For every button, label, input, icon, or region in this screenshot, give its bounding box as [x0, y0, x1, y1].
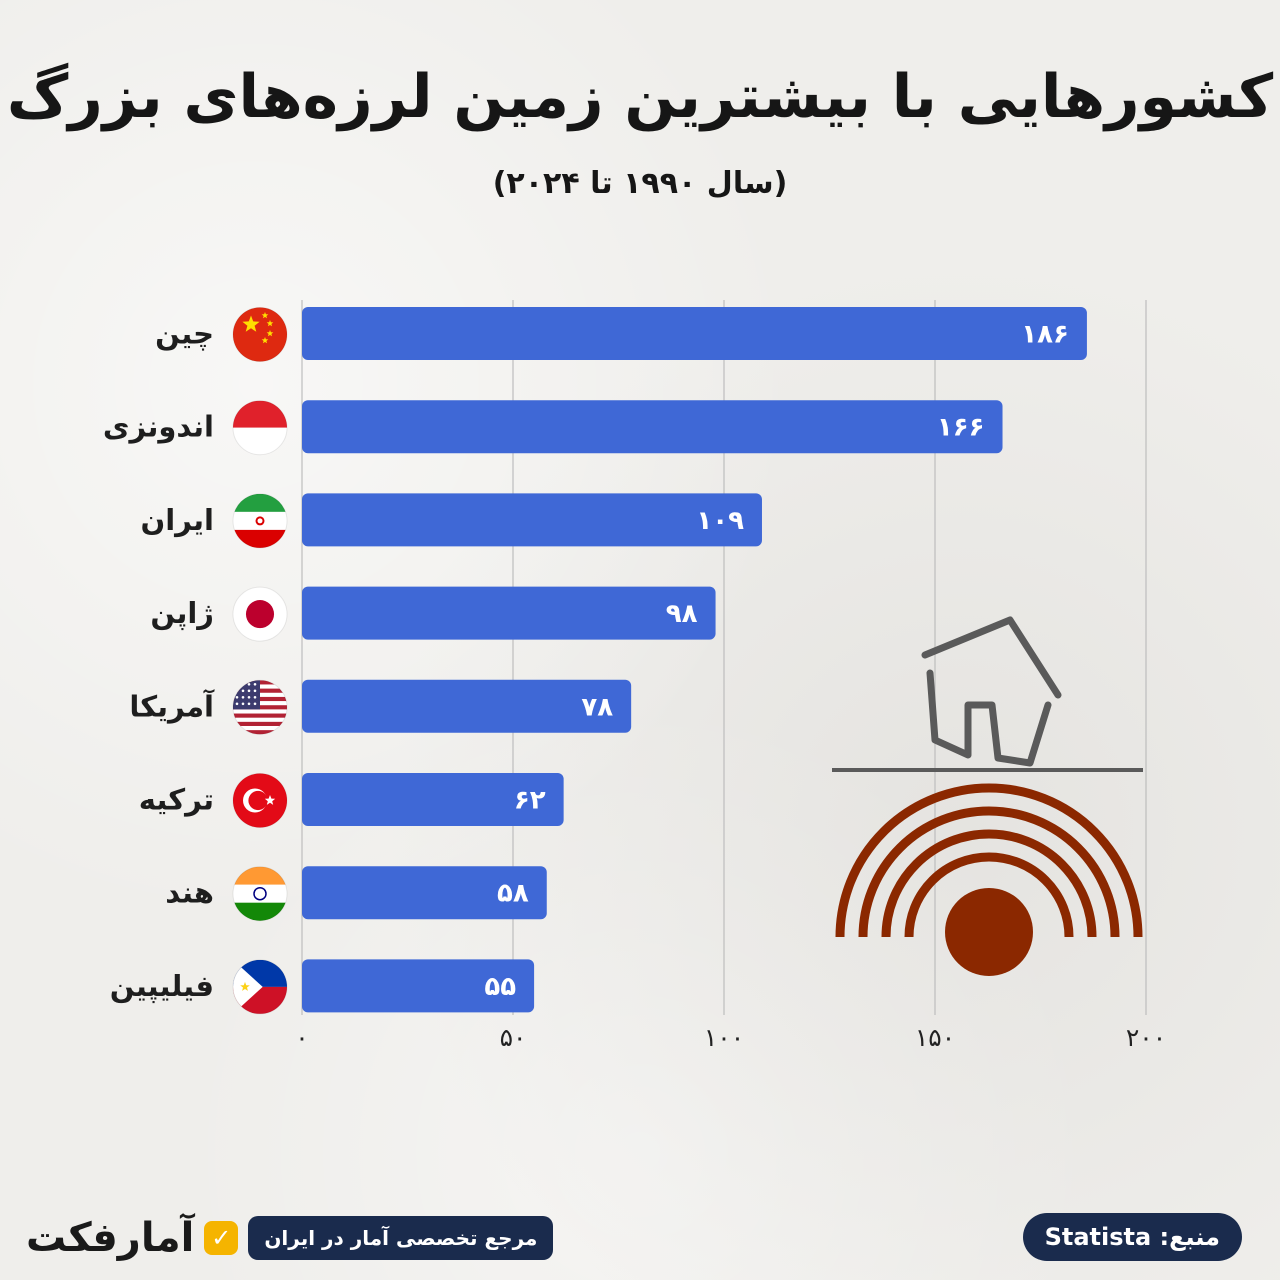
- brand-tagline: مرجع تخصصی آمار در ایران: [248, 1216, 554, 1260]
- bar-value-label: ۹۸: [666, 599, 698, 629]
- country-label: ایران: [140, 503, 214, 537]
- philippines-flag-icon: [232, 959, 288, 1015]
- bar-value-label: ۵۸: [497, 879, 529, 909]
- country-label: فیلیپین: [110, 969, 214, 1004]
- country-label: چین: [155, 317, 214, 352]
- earthquake-illustration: [832, 616, 1143, 976]
- x-tick-label: ۵۰: [500, 1023, 527, 1052]
- x-axis-ticks: ۰ ۵۰ ۱۰۰ ۱۵۰ ۲۰۰: [295, 1023, 1166, 1052]
- x-tick-label: ۲۰۰: [1126, 1023, 1166, 1052]
- bar: [302, 679, 632, 733]
- bar: [302, 493, 762, 547]
- china-flag-icon: [232, 307, 288, 362]
- bar: [302, 773, 564, 826]
- country-label: ترکیه: [139, 783, 214, 817]
- x-tick-label: ۱۰۰: [704, 1023, 744, 1052]
- page-subtitle: (سال ۱۹۹۰ تا ۲۰۲۴): [492, 166, 788, 201]
- country-label: هند: [165, 876, 214, 910]
- brand-mark-icon: ✓: [204, 1221, 239, 1255]
- usa-flag-icon: [232, 679, 288, 735]
- bar: [302, 400, 1003, 454]
- indonesia-flag-icon: [232, 400, 288, 456]
- bar-value-label: ۱۸۶: [1021, 320, 1069, 350]
- seismic-waves-icon: [835, 783, 1143, 938]
- country-label: ژاپن: [150, 596, 214, 631]
- bar-value-label: ۶۲: [514, 786, 546, 816]
- iran-flag-icon: [232, 493, 288, 549]
- house-icon: [921, 616, 1062, 767]
- japan-flag-icon: [232, 586, 288, 642]
- x-tick-label: ۰: [295, 1023, 308, 1052]
- brand-logo: آمارفکت: [26, 1215, 195, 1261]
- bar: [302, 307, 1087, 360]
- flags: [232, 307, 288, 1015]
- country-label: آمریکا: [129, 688, 215, 723]
- bar-value-label: ۱۶۶: [937, 413, 985, 443]
- country-labels: چین اندونزی ایران ژاپن آمریکا ترکیه هند فیلیپین: [103, 317, 215, 1004]
- bar-value-label: ۱۰۹: [696, 506, 744, 536]
- india-flag-icon: [232, 866, 288, 922]
- x-tick-label: ۱۵۰: [915, 1023, 955, 1052]
- bar: [302, 866, 547, 920]
- epicenter-icon: [945, 888, 1033, 976]
- bars: ۱۸۶ ۱۶۶ ۱۰۹ ۹۸ ۷۸ ۶۲ ۵۸ ۵۵: [302, 307, 1087, 1013]
- brand-footer: آمارفکت ✓ مرجع تخصصی آمار در ایران: [26, 1210, 554, 1266]
- bar: [302, 959, 535, 1013]
- turkey-flag-icon: [232, 773, 288, 828]
- bar-value-label: ۷۸: [581, 692, 613, 722]
- bar-value-label: ۵۵: [484, 972, 516, 1002]
- source-badge: منبع: Statista: [1022, 1213, 1242, 1261]
- country-label: اندونزی: [103, 410, 214, 444]
- bar: [302, 586, 716, 640]
- page-title: کشورهایی با بیشترین زمین لرزه‌های بزرگ: [6, 62, 1274, 132]
